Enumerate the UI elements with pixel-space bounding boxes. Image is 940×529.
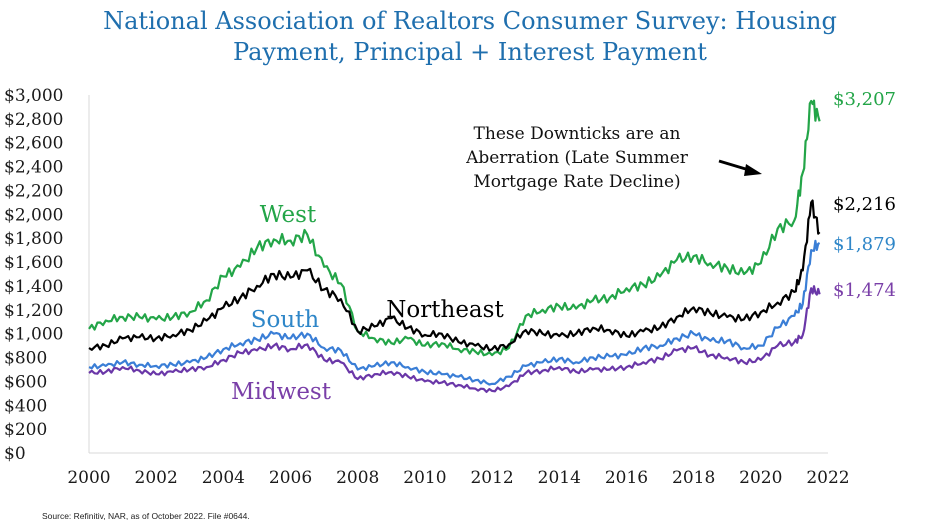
y-tick-label: $1,400: [4, 277, 63, 297]
end-value-label: $1,879: [833, 234, 896, 255]
x-tick-label: 2006: [269, 468, 312, 488]
series-line-northeast: [88, 199, 821, 352]
y-tick-label: $2,000: [4, 205, 63, 225]
y-tick-label: $800: [4, 349, 47, 369]
y-tick-label: $0: [4, 444, 26, 464]
end-value-label: $1,474: [833, 280, 896, 301]
x-tick-label: 2004: [202, 468, 245, 488]
series-label-northeast: Northeast: [386, 297, 504, 323]
series-label-midwest: Midwest: [231, 379, 332, 405]
series-line-south: [88, 239, 821, 386]
x-tick-label: 2010: [403, 468, 446, 488]
y-tick-label: $1,600: [4, 253, 63, 273]
x-tick-label: 2012: [470, 468, 513, 488]
x-tick-label: 2014: [538, 468, 581, 488]
annotation-arrow: [718, 159, 750, 172]
series-label-west: West: [260, 202, 317, 228]
end-value-label: $2,216: [833, 194, 896, 215]
annotation-arrowhead: [744, 164, 762, 176]
annotation-text: These Downticks are an: [474, 124, 681, 144]
series-line-midwest: [88, 285, 821, 393]
x-tick-label: 2008: [336, 468, 379, 488]
y-tick-label: $2,800: [4, 110, 63, 130]
y-tick-label: $400: [4, 396, 47, 416]
x-tick-label: 2002: [135, 468, 178, 488]
chart-title: National Association of Realtors Consume…: [40, 6, 900, 68]
end-value-label: $3,207: [833, 89, 896, 110]
y-tick-label: $3,000: [4, 86, 63, 106]
y-tick-label: $600: [4, 372, 47, 392]
chart-title-line2: Payment, Principal + Interest Payment: [233, 38, 707, 66]
x-tick-label: 2020: [739, 468, 782, 488]
x-tick-label: 2018: [672, 468, 715, 488]
x-tick-label: 2022: [806, 468, 849, 488]
y-tick-label: $2,400: [4, 158, 63, 178]
y-tick-label: $2,600: [4, 134, 63, 154]
series-label-south: South: [251, 307, 320, 333]
y-tick-label: $1,800: [4, 229, 63, 249]
annotation-text: Aberration (Late Summer: [465, 148, 689, 168]
source-note: Source: Refinitiv, NAR, as of October 20…: [42, 511, 250, 521]
series-line-west: [88, 99, 821, 357]
annotation-text: Mortgage Rate Decline): [473, 172, 680, 192]
x-tick-label: 2016: [605, 468, 648, 488]
chart-title-line1: National Association of Realtors Consume…: [103, 7, 837, 35]
x-tick-label: 2000: [67, 468, 110, 488]
y-tick-label: $200: [4, 420, 47, 440]
y-tick-label: $1,200: [4, 301, 63, 321]
y-tick-label: $1,000: [4, 325, 63, 345]
y-tick-label: $2,200: [4, 181, 63, 201]
